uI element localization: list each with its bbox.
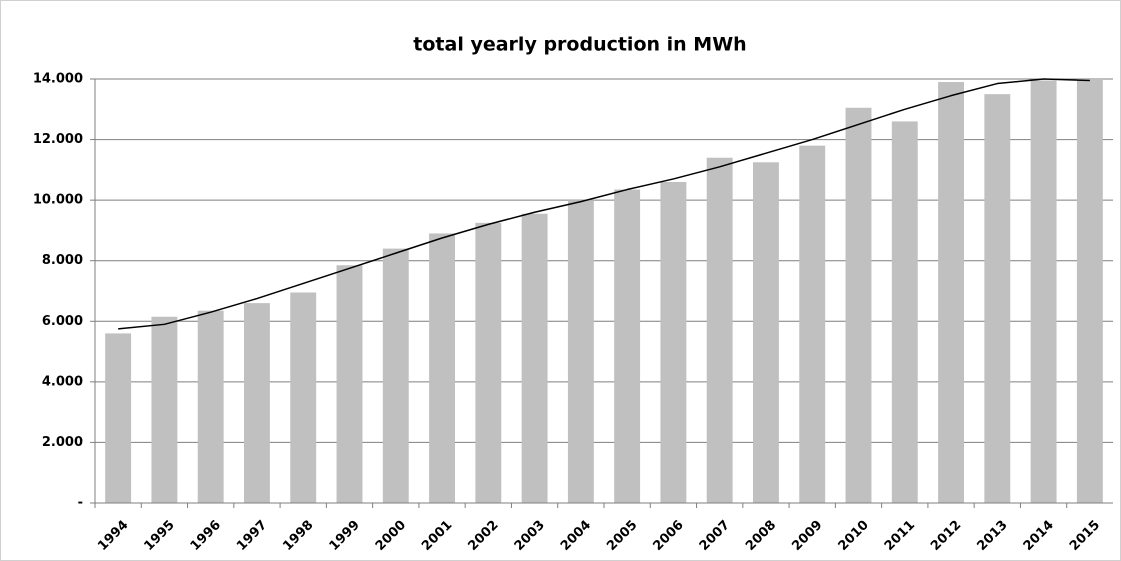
bar (336, 265, 363, 503)
bar (151, 316, 178, 503)
bar (382, 248, 409, 503)
bar (845, 107, 872, 504)
bar (706, 157, 733, 503)
bar (197, 310, 224, 503)
chart-title: total yearly production in MWh (413, 34, 746, 56)
bar (938, 82, 965, 504)
bar (799, 145, 826, 503)
y-tick-label: 6.000 (42, 314, 83, 329)
bar (752, 162, 779, 504)
bar (891, 121, 918, 504)
bar (1076, 79, 1103, 503)
y-tick-label: 14.000 (33, 72, 83, 87)
y-tick-label: 4.000 (42, 374, 83, 389)
trend-line (118, 78, 1090, 330)
bar (984, 94, 1011, 504)
bar (243, 303, 270, 503)
bar (429, 233, 456, 503)
bar (660, 181, 687, 503)
bar (521, 213, 548, 503)
bar (1030, 80, 1057, 503)
bar (475, 222, 502, 503)
bar (290, 292, 317, 503)
y-tick-label: 2.000 (42, 435, 83, 450)
y-tick-label: - (78, 496, 83, 511)
y-tick-label: 8.000 (42, 253, 83, 268)
bar (567, 200, 594, 503)
bar (614, 189, 641, 504)
y-tick-label: 12.000 (33, 132, 83, 147)
bar (105, 333, 132, 503)
y-tick-label: 10.000 (33, 193, 83, 208)
